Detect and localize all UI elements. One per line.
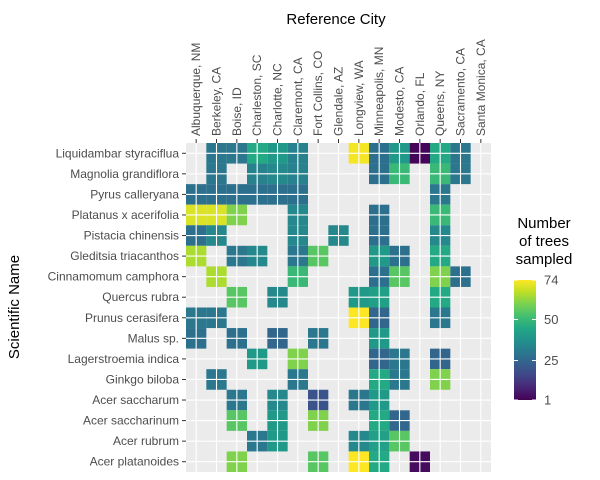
y-tick-label: Liquidambar styraciflua	[56, 146, 180, 160]
x-tick-label: Charleston, SC	[250, 54, 264, 136]
legend-tick-label: 50	[544, 312, 558, 327]
x-tick-label: Albuquerque, NM	[189, 43, 203, 136]
legend-title-line-1: Number	[517, 215, 570, 232]
y-tick-label: Cinnamomum camphora	[48, 270, 180, 284]
y-tick-label: Prunus cerasifera	[85, 311, 179, 325]
x-tick-labels: Albuquerque, NM Berkeley, CA Boise, ID Char…	[189, 39, 488, 143]
legend-ticks: 1 25 50 74	[514, 273, 558, 408]
y-tick-label: Pistacia chinensis	[84, 229, 179, 243]
y-tick-labels: Liquidambar styraciflua Magnolia grandifl…	[48, 146, 186, 469]
x-tick-label: Boise, ID	[230, 87, 244, 136]
y-tick-label: Acer rubrum	[113, 434, 179, 448]
x-axis-title: Reference City	[286, 11, 386, 28]
y-tick-label: Quercus rubra	[102, 290, 179, 304]
y-tick-label: Malus sp.	[128, 331, 179, 345]
y-tick-label: Platanus x acerifolia	[72, 208, 180, 222]
x-tick-label: Longview, WA	[352, 60, 366, 136]
legend-tick-label: 74	[544, 273, 558, 288]
color-legend: Number of trees sampled 1 25 50 74	[514, 215, 572, 408]
x-tick-label: Claremont, CA	[291, 57, 305, 136]
x-tick-label: Charlotte, NC	[271, 63, 285, 136]
x-tick-label: Minneapolis, MN	[372, 47, 386, 136]
y-tick-label: Acer platanoides	[90, 455, 179, 469]
y-tick-label: Magnolia grandiflora	[70, 167, 179, 181]
legend-color-bar	[514, 280, 536, 400]
legend-title-line-2: of trees	[519, 233, 569, 250]
y-tick-label: Acer saccharinum	[83, 414, 179, 428]
x-tick-label: Fort Collins, CO	[311, 51, 325, 136]
x-tick-label: Modesto, CA	[393, 67, 407, 136]
legend-tick-label: 25	[544, 353, 558, 368]
x-tick-label: Sacramento, CA	[454, 48, 468, 136]
y-tick-label: Pyrus calleryana	[90, 187, 179, 201]
x-tick-label: Queens, NY	[433, 71, 447, 136]
x-tick-label: Santa Monica, CA	[474, 39, 488, 136]
y-tick-label: Gleditsia triacanthos	[70, 249, 179, 263]
legend-title-line-3: sampled	[516, 251, 573, 268]
x-tick-label: Orlando, FL	[413, 72, 427, 136]
y-tick-label: Ginkgo biloba	[106, 372, 180, 386]
x-tick-label: Glendale, AZ	[332, 67, 346, 136]
y-tick-label: Lagerstroemia indica	[68, 352, 180, 366]
legend-tick-label: 1	[544, 393, 551, 408]
y-tick-label: Acer saccharum	[92, 393, 179, 407]
y-axis-title: Scientific Name	[6, 255, 23, 359]
x-tick-label: Berkeley, CA	[210, 67, 224, 136]
grid-lines	[186, 143, 491, 472]
